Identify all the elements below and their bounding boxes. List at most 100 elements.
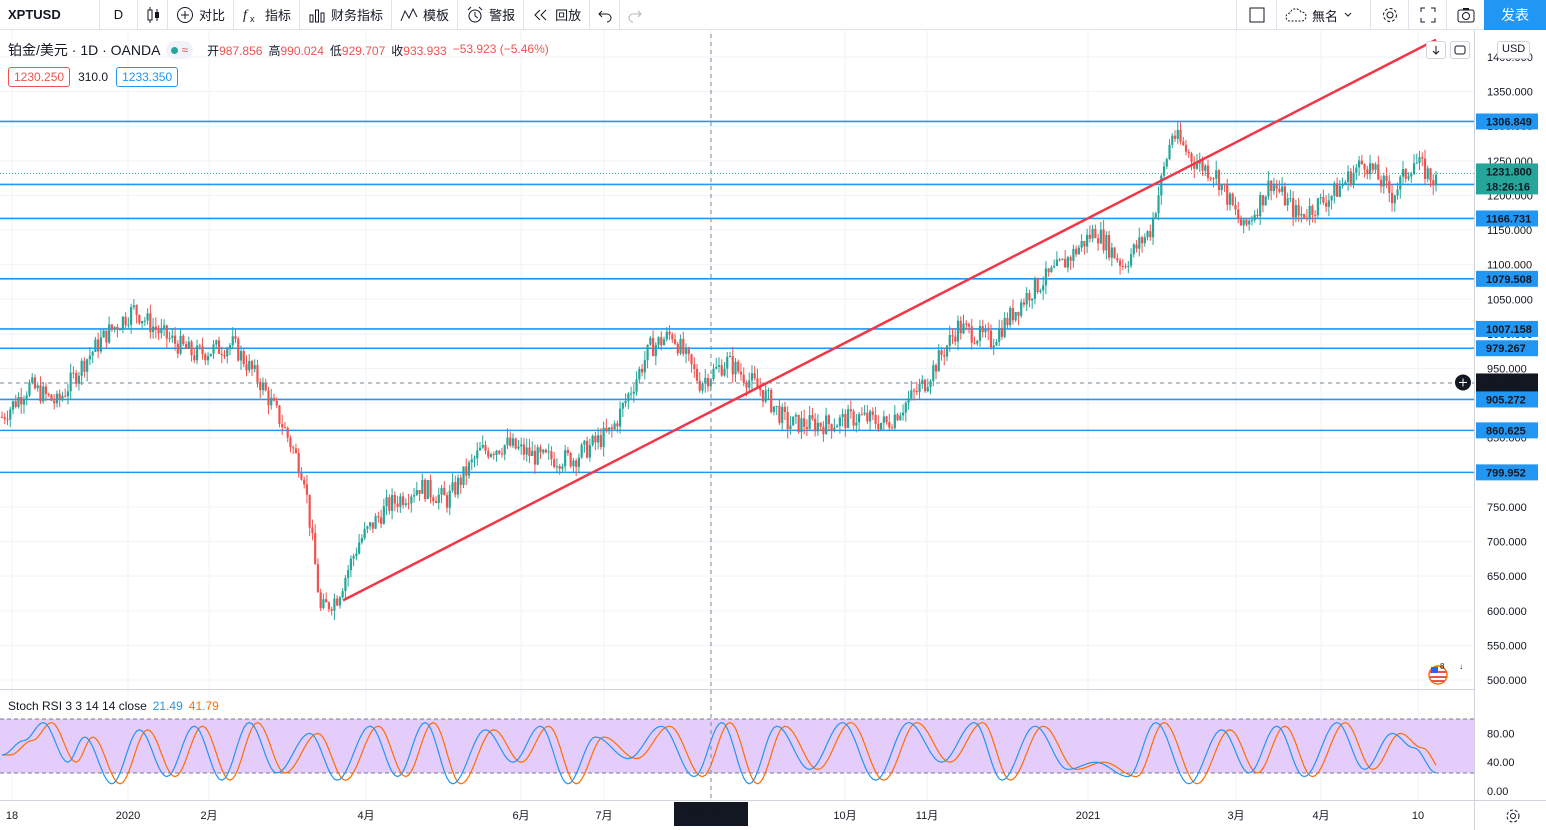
candle-body	[1434, 174, 1438, 186]
candle-body	[701, 383, 704, 391]
economic-events-badge[interactable]: 8 ↓	[1424, 660, 1464, 686]
candle-body	[1220, 183, 1223, 191]
candle-body	[877, 423, 880, 430]
interval-selector[interactable]: D	[100, 0, 138, 30]
replay-button[interactable]: 回放	[524, 0, 591, 30]
candle-body	[1124, 266, 1127, 268]
candle-body	[858, 414, 861, 423]
candle-body	[665, 331, 668, 340]
candle-body	[1349, 171, 1352, 186]
line-price-tag-bg	[1476, 113, 1538, 130]
compare-button[interactable]: 对比	[168, 0, 235, 30]
candle-body	[687, 347, 690, 355]
candle-body	[629, 393, 633, 395]
scroll-to-realtime[interactable]	[1426, 41, 1446, 59]
chart-area[interactable]: 1400.0001350.0001300.0001250.0001200.000…	[0, 30, 1546, 830]
trend-line[interactable]	[342, 38, 1437, 602]
maximize-pane[interactable]	[1450, 41, 1470, 59]
candle-body	[253, 365, 256, 370]
snapshot-button[interactable]	[1446, 0, 1484, 30]
candle-body	[1407, 176, 1410, 179]
candle-body	[1396, 189, 1399, 196]
candle-body	[1077, 247, 1080, 255]
save-layout-button[interactable]: 無名	[1276, 0, 1370, 30]
sell-button[interactable]: 1230.250	[8, 67, 71, 87]
chart-type-button[interactable]	[138, 0, 168, 30]
candle-body	[3, 417, 6, 420]
candle-body	[146, 313, 149, 321]
candle-body	[239, 351, 243, 361]
currency-label[interactable]: USD	[1497, 41, 1531, 59]
candle-body	[912, 390, 916, 392]
current-price-tag: 1231.800	[1486, 166, 1532, 178]
candle-body	[190, 341, 193, 356]
templates-button[interactable]: 模板	[392, 0, 459, 30]
time-tick-label: 6月	[512, 810, 529, 822]
symbol-name: XPTUSD	[8, 7, 61, 22]
candle-body	[248, 361, 251, 371]
market-status[interactable]: ≈	[166, 41, 194, 59]
template-icon	[400, 7, 418, 21]
candle-body	[138, 315, 141, 324]
candle-body	[278, 405, 281, 425]
candle-body	[184, 344, 188, 349]
candle-body	[588, 444, 591, 458]
publish-button[interactable]: 发表	[1484, 0, 1546, 30]
wave-icon: ≈	[181, 43, 189, 57]
candle-body	[1346, 171, 1350, 182]
plus-circle-icon	[177, 6, 193, 23]
time-axis[interactable]: 18 2020 2月 4月 6月 7月 2020-08-11 10月 11月 2021 3月 4月 10	[6, 802, 1424, 826]
candle-body	[1020, 302, 1023, 316]
candle-body	[154, 326, 157, 330]
candle-body	[1297, 205, 1300, 216]
us-flag-icon: 8 ↓	[1428, 662, 1463, 685]
candle-body	[814, 418, 817, 432]
candle-body	[1014, 311, 1017, 321]
candle-body	[1154, 213, 1157, 218]
candle-body	[28, 382, 31, 396]
undo-button[interactable]	[590, 0, 621, 30]
candle-body	[1294, 205, 1297, 218]
buy-button[interactable]: 1233.350	[116, 67, 179, 87]
candle-body	[764, 390, 767, 402]
candle-body	[885, 416, 888, 423]
candle-body	[1242, 219, 1245, 226]
candle-body	[498, 450, 501, 454]
line-price-tag-bg	[1476, 391, 1538, 408]
financials-button[interactable]: 财务指标	[300, 0, 393, 30]
candle-body	[72, 372, 75, 374]
alert-button[interactable]: 警报	[458, 0, 525, 30]
crosshair-date-bg	[674, 802, 748, 826]
redo-button[interactable]	[620, 0, 650, 30]
candle-body	[1267, 180, 1270, 197]
candle-body	[1003, 317, 1006, 337]
candle-body	[995, 341, 998, 346]
candle-body	[888, 422, 891, 428]
time-axis-settings[interactable]	[1503, 806, 1523, 826]
candle-body	[654, 344, 657, 357]
candle-body	[1292, 198, 1295, 218]
candle-body	[591, 435, 594, 445]
candle-body	[1223, 183, 1226, 185]
candle-body	[465, 466, 468, 476]
candle-body	[967, 324, 971, 327]
candle-body	[358, 542, 361, 554]
settings-button[interactable]	[1370, 0, 1408, 30]
candle-body	[396, 503, 399, 507]
candle-body	[514, 438, 517, 449]
candle-body	[275, 400, 278, 406]
candle-body	[215, 340, 218, 345]
symbol-search[interactable]: XPTUSD	[0, 0, 100, 30]
candle-body	[393, 495, 396, 504]
candle-body	[1165, 159, 1168, 167]
candle-body	[0, 416, 4, 418]
candle-body	[1300, 213, 1303, 216]
price-axis[interactable]: 1400.0001350.0001300.0001250.0001200.000…	[1455, 30, 1546, 690]
layout-button[interactable]	[1236, 0, 1276, 30]
candle-body	[679, 338, 682, 354]
candle-body	[454, 482, 457, 495]
fullscreen-button[interactable]	[1408, 0, 1446, 30]
candle-body	[1261, 195, 1265, 206]
stoch-axis[interactable]: 80.00 40.00 0.00	[1487, 728, 1515, 798]
